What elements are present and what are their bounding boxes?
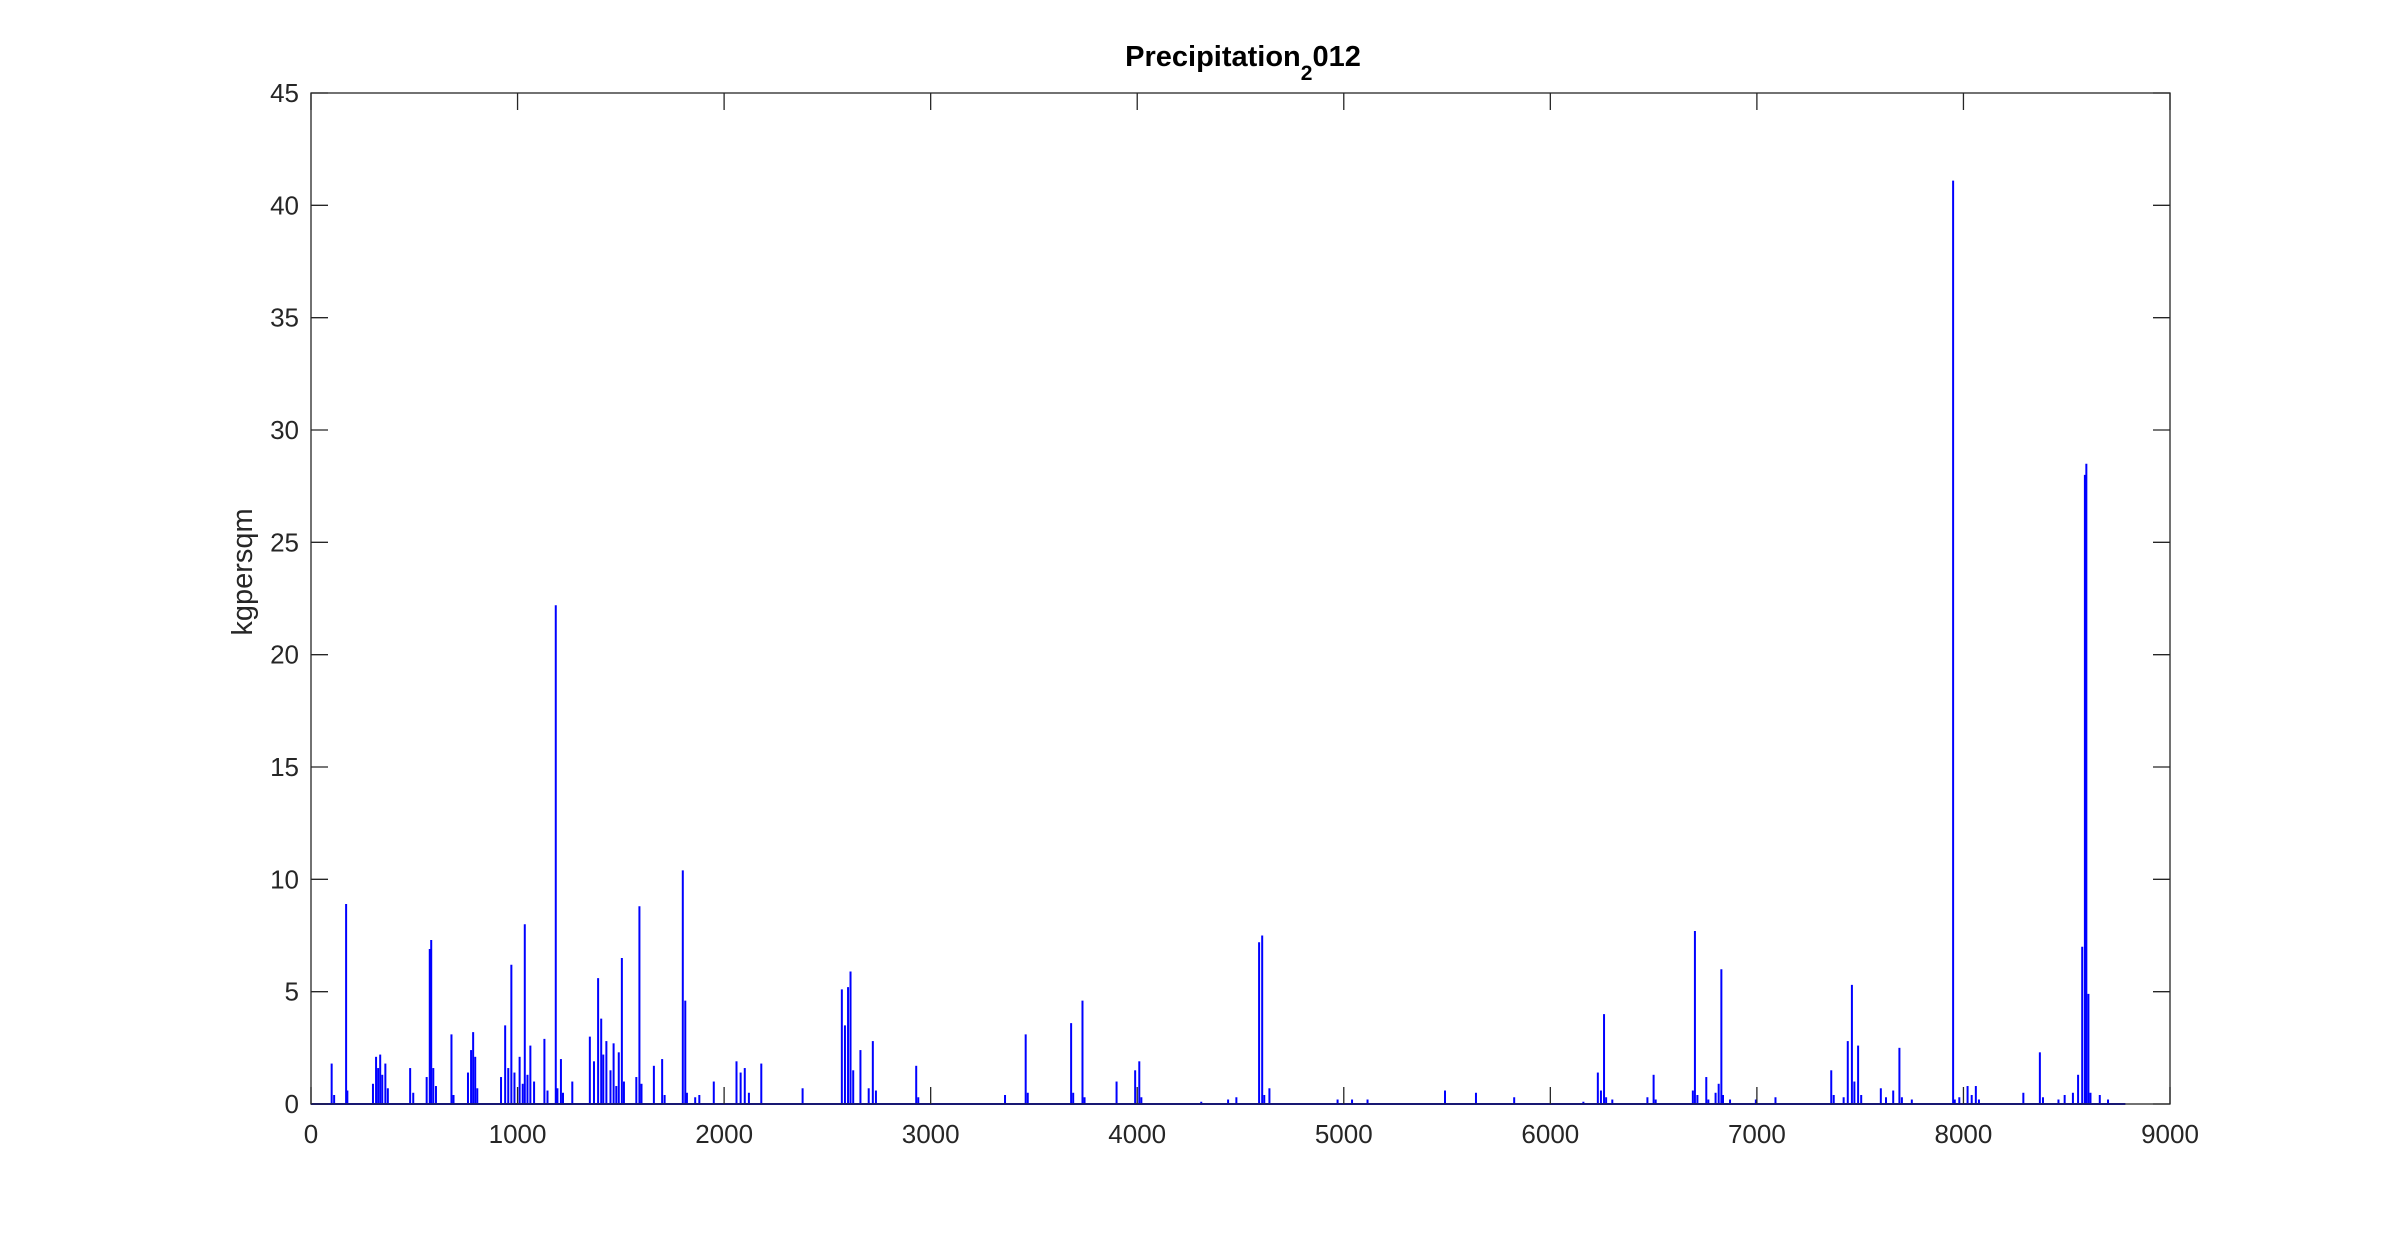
x-tick-label: 6000 xyxy=(1521,1119,1579,1149)
series-line xyxy=(311,180,2126,1105)
y-tick-label: 0 xyxy=(285,1089,299,1119)
y-tick-label: 10 xyxy=(270,864,299,894)
plot-background xyxy=(311,93,2170,1104)
y-tick-label: 20 xyxy=(270,640,299,670)
y-tick-label: 5 xyxy=(285,977,299,1007)
chart-title-main: Precipitation xyxy=(1125,41,1301,73)
x-tick-label: 9000 xyxy=(2141,1119,2199,1149)
x-tick-label: 0 xyxy=(304,1119,318,1149)
chart-title-rest: 012 xyxy=(1312,41,1360,73)
x-tick-label: 8000 xyxy=(1935,1119,1993,1149)
y-tick-label: 30 xyxy=(270,415,299,445)
y-axis-label: kgpersqm xyxy=(227,508,259,635)
x-tick-label: 5000 xyxy=(1315,1119,1373,1149)
y-tick-label: 15 xyxy=(270,752,299,782)
x-tick-label: 3000 xyxy=(902,1119,960,1149)
x-tick-label: 1000 xyxy=(489,1119,547,1149)
x-tick-label: 2000 xyxy=(695,1119,753,1149)
y-tick-label: 45 xyxy=(270,78,299,108)
y-tick-label: 40 xyxy=(270,190,299,220)
chart-title-subscript: 2 xyxy=(1301,62,1313,85)
chart-title: Precipitation2012 xyxy=(1125,41,1361,85)
axes-box xyxy=(310,92,2171,1105)
axes: 0 1000 2000 3000 4000 5000 6000 7000 8000 9000 0 5 1… xyxy=(270,78,2199,1149)
y-tick-label: 35 xyxy=(270,303,299,333)
x-tick-label: 7000 xyxy=(1728,1119,1786,1149)
x-tick-label: 4000 xyxy=(1108,1119,1166,1149)
plot-area xyxy=(311,93,2170,1105)
y-tick-label: 25 xyxy=(270,527,299,557)
